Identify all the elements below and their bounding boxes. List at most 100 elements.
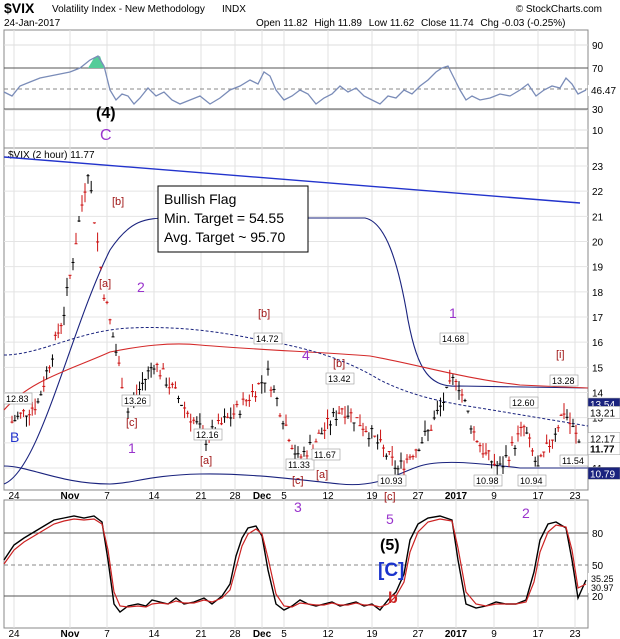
x-tick-12: 9 xyxy=(491,491,497,502)
svg-text:4: 4 xyxy=(302,347,310,363)
rsi-line xyxy=(3,55,587,105)
price-tick-20: 20 xyxy=(592,238,604,249)
svg-text:B: B xyxy=(10,429,19,445)
svg-text:10.93: 10.93 xyxy=(380,476,403,486)
stoch-tags-bg xyxy=(588,573,620,593)
wave-label-5-paren: (5) xyxy=(380,537,400,554)
wave-label-3: 3 xyxy=(294,499,302,515)
annotation-min-target: Min. Target = 54.55 xyxy=(164,210,284,226)
stoch-tick-20: 20 xyxy=(592,592,604,603)
x-tick-bottom-12: 9 xyxy=(491,629,497,639)
stoch-tag-k: 35.25 xyxy=(591,574,614,584)
x-tick-bottom-9: 19 xyxy=(366,629,378,639)
x-axis-labels-bottom: 24 Nov 7 14 21 28 Dec 5 12 19 27 2017 9 17 23 xyxy=(8,629,581,639)
stoch-tag-d: 30.97 xyxy=(591,583,614,593)
svg-text:[a]: [a] xyxy=(316,469,328,481)
x-tick-bottom-11: 2017 xyxy=(445,629,468,639)
rsi-last-value: 46.47 xyxy=(591,86,616,97)
rsi-tick-90: 90 xyxy=(592,41,604,52)
x-tick-9: 19 xyxy=(366,491,378,502)
svg-text:11.54: 11.54 xyxy=(562,456,584,466)
date: 24-Jan-2017 xyxy=(4,18,61,29)
value-label: 11.54 xyxy=(559,454,589,467)
ticker: $VIX xyxy=(4,0,35,16)
x-tick-bottom-2: 7 xyxy=(104,629,110,639)
x-tick-14: 23 xyxy=(569,491,581,502)
vertical-gridlines xyxy=(13,30,576,628)
value-label: 14.68 xyxy=(439,332,469,345)
rsi-gridlines xyxy=(4,44,588,131)
value-label: 10.94 xyxy=(517,474,547,487)
svg-text:13.21: 13.21 xyxy=(590,408,615,419)
wave-label-4-paren: (4) xyxy=(96,105,116,122)
svg-text:10.98: 10.98 xyxy=(476,476,499,486)
x-tick-bottom-13: 17 xyxy=(532,629,544,639)
svg-text:11.77: 11.77 xyxy=(590,445,615,456)
stoch-d-line xyxy=(3,518,587,608)
price-tick-14: 14 xyxy=(592,389,604,400)
wave-label-c-bracket: [C] xyxy=(378,560,404,581)
svg-text:12.83: 12.83 xyxy=(6,394,29,404)
trendline xyxy=(3,156,581,204)
value-label: 12.83 xyxy=(3,392,33,405)
x-tick-8: 12 xyxy=(322,491,334,502)
x-tick-6: Dec xyxy=(253,491,272,502)
svg-text:14.72: 14.72 xyxy=(256,334,279,344)
svg-text:[c]: [c] xyxy=(384,491,396,503)
x-tick-11: 2017 xyxy=(445,491,468,502)
value-label: 11.33 xyxy=(285,458,315,471)
svg-text:10.94: 10.94 xyxy=(520,476,543,486)
wave-label-5: 5 xyxy=(386,511,394,527)
value-label: 13.28 xyxy=(549,374,579,387)
stoch-y-axis: 80 50 20 xyxy=(592,529,604,603)
price-tick-19: 19 xyxy=(592,263,604,274)
svg-text:[a]: [a] xyxy=(200,455,212,467)
exchange: INDX xyxy=(222,4,246,15)
x-tick-4: 21 xyxy=(195,491,207,502)
x-tick-bottom-1: Nov xyxy=(61,629,80,639)
price-tick-23: 23 xyxy=(592,162,604,173)
svg-text:11.33: 11.33 xyxy=(288,460,310,470)
svg-text:[b]: [b] xyxy=(258,308,270,320)
value-label: 10.93 xyxy=(377,474,407,487)
x-tick-13: 17 xyxy=(532,491,544,502)
svg-text:13.26: 13.26 xyxy=(124,396,147,406)
stoch-tick-80: 80 xyxy=(592,529,604,540)
price-tag: 11.77 xyxy=(587,442,620,456)
x-tick-0: 24 xyxy=(8,491,20,502)
svg-text:13.42: 13.42 xyxy=(328,374,351,384)
svg-text:13.28: 13.28 xyxy=(552,376,575,386)
x-axis-labels-mid: 24 Nov 7 14 21 28 Dec 5 12 19 27 2017 9 17 23 xyxy=(8,491,581,502)
credit: © StockCharts.com xyxy=(516,4,602,15)
svg-text:14.68: 14.68 xyxy=(442,334,465,344)
value-label: 14.72 xyxy=(253,332,283,345)
price-tick-22: 22 xyxy=(592,187,604,198)
x-tick-bottom-4: 21 xyxy=(195,629,207,639)
x-tick-bottom-0: 24 xyxy=(8,629,20,639)
svg-text:[b]: [b] xyxy=(333,358,345,370)
value-label: 12.60 xyxy=(509,396,539,409)
price-legend: $VIX (2 hour) 11.77 xyxy=(8,150,95,161)
x-tick-3: 14 xyxy=(148,491,160,502)
svg-text:12.16: 12.16 xyxy=(196,430,219,440)
wave-label-c-purple: C xyxy=(100,127,112,144)
svg-text:11.67: 11.67 xyxy=(314,450,336,460)
x-tick-2: 7 xyxy=(104,491,110,502)
x-tick-bottom-10: 27 xyxy=(412,629,424,639)
svg-text:1: 1 xyxy=(128,440,136,456)
x-tick-bottom-5: 28 xyxy=(229,629,241,639)
x-tick-10: 27 xyxy=(412,491,424,502)
price-tick-21: 21 xyxy=(592,212,604,223)
value-label: 12.16 xyxy=(193,428,223,441)
price-tick-17: 17 xyxy=(592,313,604,324)
price-value-labels: 12.83 13.26 12.16 14.72 11.33 11.67 13.42 10.93… xyxy=(3,332,589,487)
rsi-tick-70: 70 xyxy=(592,64,604,75)
value-label: 11.67 xyxy=(311,448,341,461)
price-tick-13: 13 xyxy=(592,414,604,425)
wave-labels: [b] [a] 2 [c] 1 [a] [b] 4 [c] [a] [b] [c… xyxy=(10,196,565,503)
svg-text:1: 1 xyxy=(449,305,457,321)
wave-label-b-red: b xyxy=(388,590,398,607)
index-name: Volatility Index - New Methodology xyxy=(52,4,205,15)
